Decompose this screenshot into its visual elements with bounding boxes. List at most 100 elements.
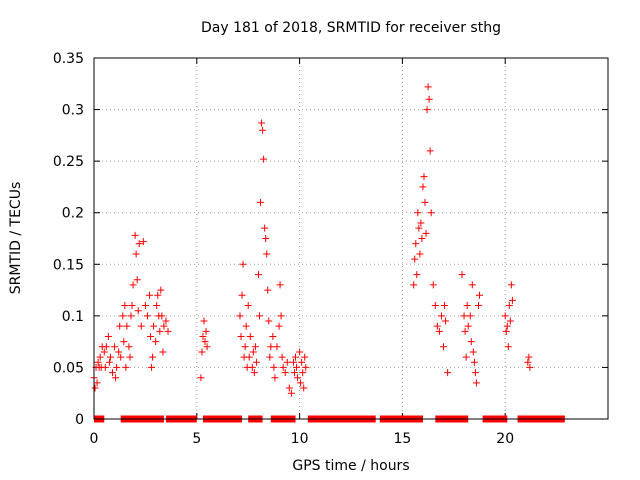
data-point: [239, 260, 247, 268]
data-point: [125, 343, 133, 351]
data-point: [112, 374, 120, 382]
data-point: [123, 322, 131, 330]
data-point: [526, 363, 534, 371]
data-point: [149, 353, 157, 361]
data-point: [426, 147, 434, 155]
data-point: [198, 348, 206, 356]
data-point: [293, 363, 301, 371]
data-point: [506, 317, 514, 325]
data-point: [252, 358, 260, 366]
data-point: [157, 286, 165, 294]
data-point: [101, 363, 109, 371]
data-point: [241, 343, 249, 351]
data-point: [279, 363, 287, 371]
data-point: [412, 240, 420, 248]
data-point: [294, 374, 302, 382]
data-point: [424, 83, 432, 91]
data-point: [109, 369, 117, 377]
data-point: [471, 369, 479, 377]
data-point: [238, 291, 246, 299]
data-point: [501, 312, 509, 320]
data-point: [466, 312, 474, 320]
data-point: [133, 276, 141, 284]
data-point: [429, 281, 437, 289]
data-point: [152, 338, 160, 346]
data-point: [153, 302, 161, 310]
data-point: [415, 224, 423, 232]
data-point: [237, 332, 245, 340]
data-point: [262, 235, 270, 242]
data-point: [435, 327, 443, 335]
data-point: [265, 317, 273, 325]
data-point: [150, 322, 158, 330]
data-point: [143, 312, 151, 320]
y-tick-label: 0.25: [53, 154, 84, 170]
data-point: [139, 238, 147, 246]
data-point: [458, 271, 466, 279]
chart-title: Day 181 of 2018, SRMTID for receiver sth…: [201, 20, 501, 36]
data-point: [244, 302, 252, 310]
data-point: [420, 173, 428, 181]
data-point: [283, 358, 291, 366]
data-point: [116, 322, 124, 330]
data-point: [162, 317, 170, 325]
data-point: [106, 353, 114, 361]
data-point: [301, 353, 309, 361]
x-tick-label: 15: [393, 431, 411, 447]
data-point: [276, 281, 284, 289]
data-point: [111, 343, 119, 351]
data-point: [298, 358, 306, 366]
data-point: [147, 332, 155, 340]
data-point: [469, 348, 477, 356]
data-point: [126, 353, 134, 361]
y-tick-label: 0.1: [62, 309, 84, 325]
data-points: [90, 83, 565, 423]
data-point: [410, 281, 418, 289]
data-point: [440, 343, 448, 351]
x-tick-label: 5: [192, 431, 201, 447]
data-point: [260, 155, 268, 163]
data-point: [474, 302, 482, 310]
data-point: [242, 322, 250, 330]
data-point: [299, 369, 307, 377]
y-tick-label: 0.3: [62, 103, 84, 119]
data-point: [468, 281, 476, 289]
data-point: [131, 231, 139, 239]
data-point: [202, 327, 210, 335]
data-point: [460, 312, 468, 320]
data-point: [137, 322, 145, 330]
data-point: [122, 363, 130, 371]
x-axis-ticks: 0 5 10 15 20: [90, 58, 514, 447]
data-point: [263, 250, 271, 258]
data-point: [93, 379, 101, 387]
data-point: [199, 332, 207, 340]
data-point: [261, 224, 269, 232]
data-point: [201, 338, 209, 346]
data-point: [423, 106, 431, 114]
data-point: [275, 322, 283, 330]
data-point: [251, 343, 259, 351]
y-axis-label: SRMTID / TECUs: [8, 182, 24, 295]
y-tick-label: 0.05: [53, 360, 84, 376]
data-point: [266, 353, 274, 361]
x-tick-label: 0: [90, 431, 99, 447]
y-tick-label: 0.35: [53, 51, 84, 67]
data-point: [467, 338, 475, 346]
data-point: [505, 302, 513, 310]
data-point: [411, 255, 419, 263]
data-point: [141, 302, 149, 310]
data-point: [425, 95, 433, 103]
data-point: [267, 343, 275, 351]
data-point: [132, 250, 140, 258]
data-point: [146, 291, 154, 299]
data-point: [154, 291, 162, 299]
data-point: [164, 327, 172, 335]
data-point: [134, 307, 142, 315]
data-point: [504, 343, 512, 351]
data-point: [287, 389, 295, 397]
data-point: [290, 369, 298, 377]
data-point: [236, 312, 244, 320]
data-point: [102, 343, 110, 351]
data-point: [462, 353, 470, 361]
